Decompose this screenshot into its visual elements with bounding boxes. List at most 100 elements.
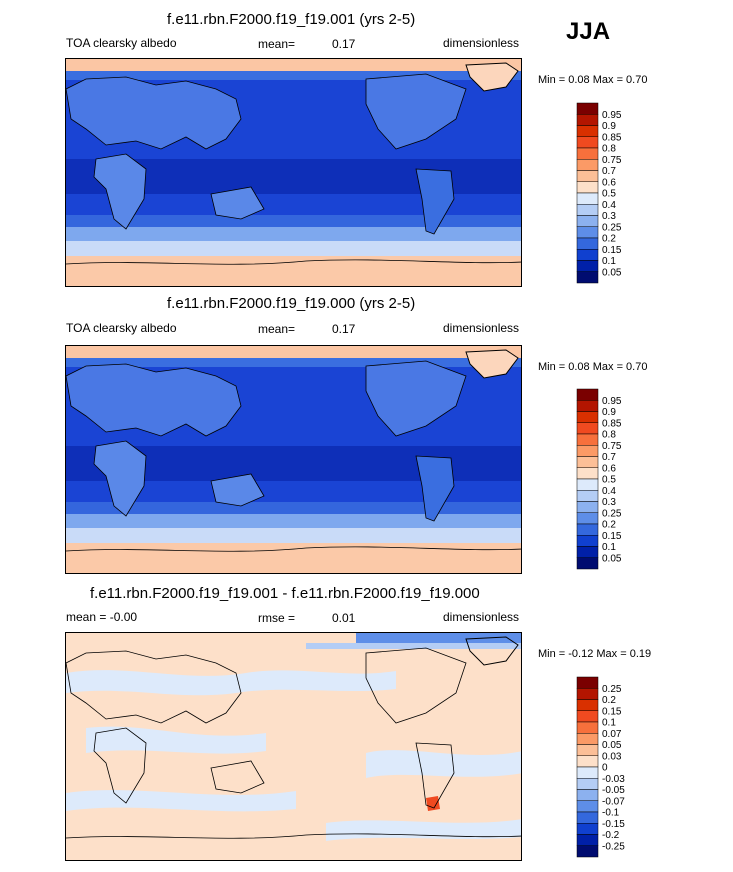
panel-2-north-band: [66, 358, 521, 367]
colorbar-swatch: [576, 688, 599, 700]
panel-1-minmax: Min = 0.08 Max = 0.70: [538, 74, 648, 86]
panel-3-australia: [210, 760, 265, 794]
panel-2-africa: [93, 440, 147, 517]
colorbar-tick-label: 0.6: [602, 177, 616, 188]
panel-1-north-america: [365, 73, 467, 150]
colorbar-swatch: [576, 114, 599, 126]
colorbar-swatch: [576, 778, 599, 790]
panel-1-antarctic-band: [66, 256, 521, 286]
colorbar-tick-label: 0.07: [602, 729, 622, 740]
colorbar-tick-label: 0.15: [602, 706, 622, 717]
panel-3-south-negative-2: [326, 819, 521, 841]
panel-3-south-negative: [66, 790, 296, 812]
panel-1-units: dimensionless: [443, 36, 520, 50]
colorbar-swatch: [576, 699, 599, 711]
panel-3-greenland: [465, 636, 519, 666]
panel-2-antarctic-coast: [66, 546, 521, 552]
colorbar-swatch: [576, 147, 599, 160]
panel-2-australia: [210, 473, 265, 507]
panel-1-arctic-band: [66, 59, 521, 71]
colorbar-swatch: [576, 823, 599, 835]
colorbar-tick-label: 0.85: [602, 132, 622, 143]
colorbar-tick-label: 0.03: [602, 751, 622, 762]
colorbar-swatch: [576, 766, 599, 779]
panel-1-south-america: [415, 168, 455, 235]
panel-2-mean-label: mean=: [258, 322, 296, 336]
colorbar-tick-label: 0.6: [602, 463, 616, 474]
panel-2-arctic-band: [66, 346, 521, 358]
colorbar-swatch: [576, 811, 599, 824]
panel-1-north-band: [66, 71, 521, 80]
colorbar-swatch: [576, 676, 599, 689]
colorbar-swatch: [576, 400, 599, 412]
colorbar-tick-label: 0.2: [602, 695, 616, 706]
colorbar-swatch: [576, 125, 599, 137]
colorbar-swatch: [576, 834, 599, 846]
colorbar-swatch: [576, 204, 599, 216]
panel-3-eurasia: [66, 650, 242, 724]
colorbar-swatch: [576, 755, 599, 768]
colorbar-tick-label: 0.3: [602, 211, 616, 222]
panel-2-colorbar: 0.95 0.9 0.85 0.8 0.75 0.7 0.6 0.5 0.4 0.3 0.25 0.2…: [576, 388, 647, 570]
panel-1-antarctic-coast: [66, 259, 521, 265]
colorbar-swatch: [576, 800, 599, 813]
panel-1-africa: [93, 153, 147, 230]
panel-1-greenland: [465, 62, 519, 92]
colorbar-swatch: [576, 181, 599, 194]
colorbar-tick-label: 0.1: [602, 718, 616, 729]
colorbar-swatch: [576, 744, 599, 756]
colorbar-tick-label: 0.75: [602, 155, 622, 166]
season-label: JJA: [566, 18, 611, 45]
colorbar-swatch: [576, 388, 599, 401]
colorbar-swatch: [576, 490, 599, 502]
panel-1-variable-label: TOA clearsky albedo: [66, 36, 177, 50]
panel-3-rmse-label: rmse =: [258, 611, 296, 625]
panel-1-map: [65, 58, 522, 287]
panel-3-mean-label: mean = -0.00: [66, 610, 138, 624]
panel-3-arctic-negative-2: [306, 643, 521, 649]
panel-3-colorbar-svg: 0.250.20.150.10.070.050.030-0.03-0.05-0.…: [576, 676, 625, 858]
panel-2-southern-band-2: [66, 514, 521, 528]
panel-3-colorbar: 0.25 0.2 0.15 0.1 0.07 0.05 0.03 0 -0.03 -0.05 -0.…: [576, 676, 647, 858]
panel-1-mean-value: 0.17: [332, 37, 356, 51]
panel-1-southern-band-2: [66, 227, 521, 241]
panel-1-colorbar: 0.95 0.9 0.85 0.8 0.75 0.7 0.6 0.5 0.4 0.3 0.25 0.2…: [576, 102, 647, 284]
panel-3-rmse-value: 0.01: [332, 611, 356, 625]
panel-2-greenland: [465, 349, 519, 379]
colorbar-swatch: [576, 546, 599, 558]
colorbar-swatch: [576, 260, 599, 272]
colorbar-tick-label: 0.7: [602, 452, 616, 463]
panel-3-title: f.e11.rbn.F2000.f19_f19.001 - f.e11.rbn.…: [90, 585, 480, 602]
colorbar-swatch: [576, 422, 599, 435]
colorbar-tick-label: -0.07: [602, 796, 625, 807]
panel-2-mean-value: 0.17: [332, 322, 356, 336]
colorbar-swatch: [576, 102, 599, 115]
panel-3-tropical-negative: [86, 726, 266, 754]
panel-2-southern-band: [66, 502, 521, 514]
colorbar-tick-label: 0.25: [602, 508, 622, 519]
panel-2-north-america: [365, 360, 467, 437]
colorbar-swatch: [576, 411, 599, 423]
colorbar-tick-label: 0: [602, 763, 608, 774]
colorbar-tick-label: -0.1: [602, 808, 620, 819]
colorbar-swatch: [576, 249, 599, 261]
colorbar-tick-label: -0.15: [602, 819, 625, 830]
panel-3-north-negative: [66, 670, 396, 696]
colorbar-tick-label: 0.1: [602, 542, 616, 553]
colorbar-tick-label: 0.9: [602, 121, 616, 132]
colorbar-swatch: [576, 237, 599, 250]
panel-3-north-america: [365, 647, 467, 724]
colorbar-tick-label: 0.75: [602, 441, 622, 452]
panel-1-mean-label: mean=: [258, 37, 296, 51]
colorbar-swatch: [576, 845, 599, 858]
panel-1-colorbar-svg: 0.950.90.850.80.750.70.60.50.40.30.250.2…: [576, 102, 622, 284]
colorbar-tick-label: 0.25: [602, 222, 622, 233]
panel-1-title: f.e11.rbn.F2000.f19_f19.001 (yrs 2-5): [167, 11, 416, 28]
panel-2-eurasia: [66, 363, 242, 437]
colorbar-swatch: [576, 445, 599, 457]
colorbar-swatch: [576, 159, 599, 171]
colorbar-tick-label: 0.05: [602, 267, 622, 278]
colorbar-tick-label: 0.3: [602, 497, 616, 508]
panel-3-arctic-negative: [356, 633, 521, 643]
colorbar-tick-label: 0.2: [602, 234, 616, 245]
